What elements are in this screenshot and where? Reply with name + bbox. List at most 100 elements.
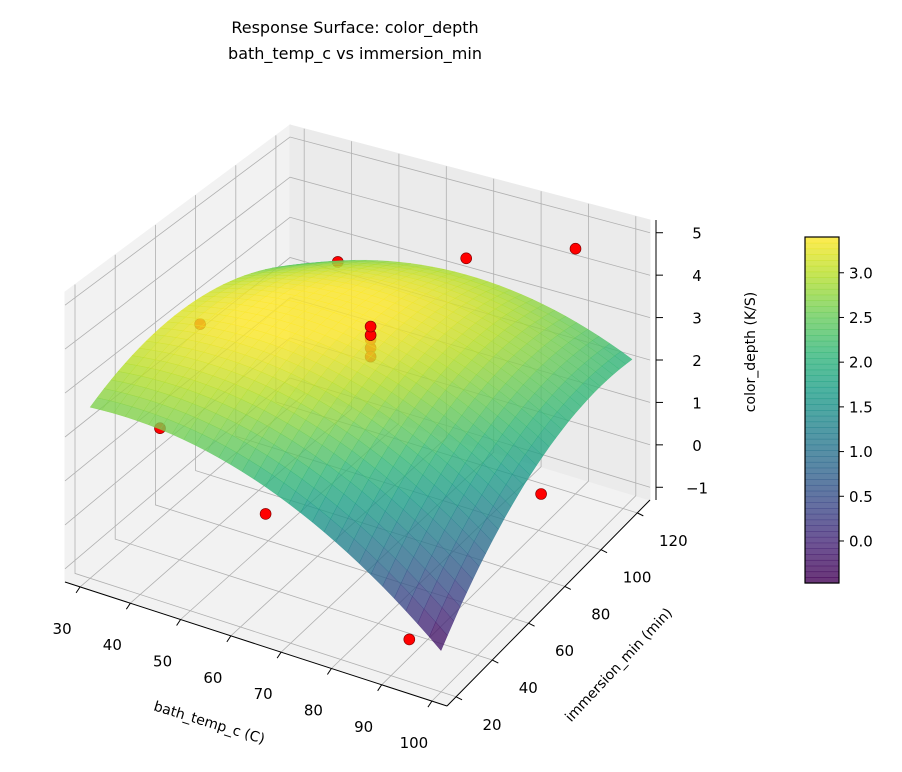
y-tick xyxy=(492,659,499,664)
y-tick xyxy=(528,622,535,627)
colorbar-segment xyxy=(805,450,839,457)
colorbar: 0.0 0.5 1.0 1.5 2.0 2.5 3.0 xyxy=(804,236,873,584)
x-tick-label: 40 xyxy=(103,636,122,654)
colorbar-segment xyxy=(805,519,839,526)
x-tick-label: 50 xyxy=(153,653,172,671)
colorbar-segment xyxy=(805,248,839,255)
colorbar-segment xyxy=(805,265,839,273)
points-above-surface xyxy=(364,242,582,341)
colorbar-segment xyxy=(805,467,839,475)
z-axis-label: color_depth (K/S) xyxy=(743,292,759,412)
z-tick-label: 3 xyxy=(692,310,702,328)
colorbar-segment xyxy=(805,525,839,532)
colorbar-segment xyxy=(805,542,839,549)
data-point xyxy=(403,633,416,646)
y-tick-label: 120 xyxy=(659,532,688,550)
x-axis-line xyxy=(64,581,448,707)
colorbar-segment xyxy=(805,300,839,307)
colorbar-segment xyxy=(805,513,839,521)
colorbar-segment xyxy=(805,479,839,486)
colorbar-segment xyxy=(805,559,839,567)
colorbar-tick-label: 0.0 xyxy=(849,532,873,550)
y-gridline xyxy=(74,284,457,698)
surface-patch xyxy=(429,621,448,651)
colorbar-segment xyxy=(805,484,839,492)
y-axis-label: immersion_min (min) xyxy=(562,605,676,725)
y-tick-label: 40 xyxy=(519,679,538,697)
x-tick xyxy=(226,635,232,643)
colorbar-segment xyxy=(805,490,839,498)
y-tick-label: 80 xyxy=(591,605,610,623)
data-point xyxy=(364,320,377,333)
z-gridline xyxy=(64,216,651,394)
y-tick xyxy=(564,585,572,590)
y-gridline xyxy=(114,254,493,661)
colorbar-tick-label: 2.0 xyxy=(849,354,873,372)
colorbar-segment xyxy=(805,404,839,411)
colorbar-segment xyxy=(805,237,839,244)
colorbar-segment xyxy=(805,369,839,376)
z-tick-label: 4 xyxy=(692,267,702,285)
colorbar-segment xyxy=(805,444,839,451)
colorbar-segment xyxy=(805,323,839,330)
colorbar-segment xyxy=(805,277,839,284)
colorbar-segment xyxy=(805,433,839,440)
x-tick-label: 30 xyxy=(53,620,72,638)
colorbar-segment xyxy=(805,456,839,463)
data-point xyxy=(569,242,582,255)
colorbar-segment xyxy=(805,398,839,405)
colorbar-tick-label: 1.0 xyxy=(849,443,873,461)
x-tick-label: 90 xyxy=(354,718,373,736)
x-tick xyxy=(427,700,433,708)
z-gridline xyxy=(64,136,651,306)
x-tick-label: 100 xyxy=(400,734,429,752)
z-tick-label: −1 xyxy=(686,479,708,497)
colorbar-segment xyxy=(805,346,839,353)
colorbar-tick-label: 3.0 xyxy=(849,264,873,282)
colorbar-segment xyxy=(805,473,839,480)
chart-subtitle: bath_temp_c vs immersion_min xyxy=(228,44,482,64)
colorbar-tick-label: 2.5 xyxy=(849,309,873,327)
colorbar-segment xyxy=(805,531,839,538)
colorbar-segment xyxy=(805,254,839,261)
z-tick-label: 5 xyxy=(692,225,702,243)
colorbar-segment xyxy=(805,496,839,503)
colorbar-segment xyxy=(805,340,839,348)
y-tick xyxy=(637,512,644,517)
y-tick-label: 20 xyxy=(483,716,502,734)
x-tick-label: 80 xyxy=(304,701,323,719)
colorbar-segment xyxy=(805,317,839,325)
y-tick-label: 100 xyxy=(623,569,652,587)
colorbar-segment xyxy=(805,358,839,365)
colorbar-segment xyxy=(805,502,839,509)
axes: 30 40 50 60 70 80 90 100 20 40 60 80 100 120 −1 0 1 2 3 4 5 xyxy=(53,220,708,752)
colorbar-segment xyxy=(805,386,839,394)
colorbar-segment xyxy=(805,311,839,319)
colorbar-segment xyxy=(805,363,839,371)
z-gridline xyxy=(64,176,651,350)
x-tick xyxy=(326,668,332,675)
colorbar-segment xyxy=(805,392,839,400)
x-tick xyxy=(75,586,81,594)
x-tick xyxy=(176,619,182,626)
colorbar-segment xyxy=(805,554,839,561)
x-tick xyxy=(377,684,383,692)
colorbar-segment xyxy=(805,242,839,250)
colorbar-segment xyxy=(805,571,839,578)
y-axis-line xyxy=(446,499,651,707)
colorbar-segment xyxy=(805,352,839,359)
colorbar-segment xyxy=(805,461,839,469)
z-tick-label: 1 xyxy=(692,394,702,412)
data-point xyxy=(259,508,272,520)
x-tick xyxy=(276,651,282,659)
colorbar-segment xyxy=(805,577,839,584)
x-tick xyxy=(125,602,131,610)
y-tick xyxy=(600,549,608,554)
response-surface xyxy=(89,259,633,651)
data-point xyxy=(460,252,473,265)
colorbar-segment xyxy=(805,410,839,417)
colorbar-segment xyxy=(805,565,839,573)
colorbar-segment xyxy=(805,294,839,302)
colorbar-segment xyxy=(805,329,839,336)
x-gridline xyxy=(431,216,637,702)
